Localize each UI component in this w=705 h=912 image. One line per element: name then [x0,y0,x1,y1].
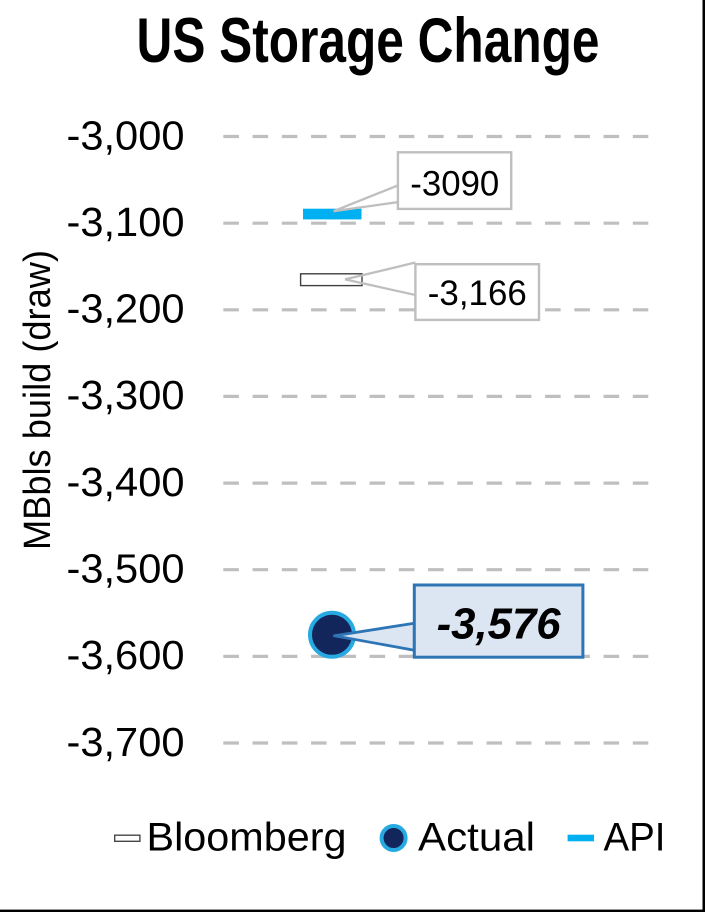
svg-text:API: API [604,816,666,860]
svg-text:-3,576: -3,576 [437,599,562,648]
svg-text:MBbls build (draw): MBbls build (draw) [17,250,59,550]
svg-text:-3,200: -3,200 [67,286,185,332]
svg-text:-3,300: -3,300 [67,372,185,418]
svg-text:US Storage Change: US Storage Change [137,6,600,76]
svg-text:-3,600: -3,600 [67,632,185,678]
svg-text:-3,100: -3,100 [67,199,185,245]
svg-text:-3,700: -3,700 [67,719,185,765]
svg-text:-3,500: -3,500 [67,546,185,592]
svg-text:-3,166: -3,166 [428,274,527,313]
svg-text:Bloomberg: Bloomberg [147,816,347,860]
svg-text:-3,000: -3,000 [67,112,185,158]
svg-text:Actual: Actual [418,816,535,860]
svg-text:-3,400: -3,400 [67,459,185,505]
svg-text:-3090: -3090 [410,165,499,204]
